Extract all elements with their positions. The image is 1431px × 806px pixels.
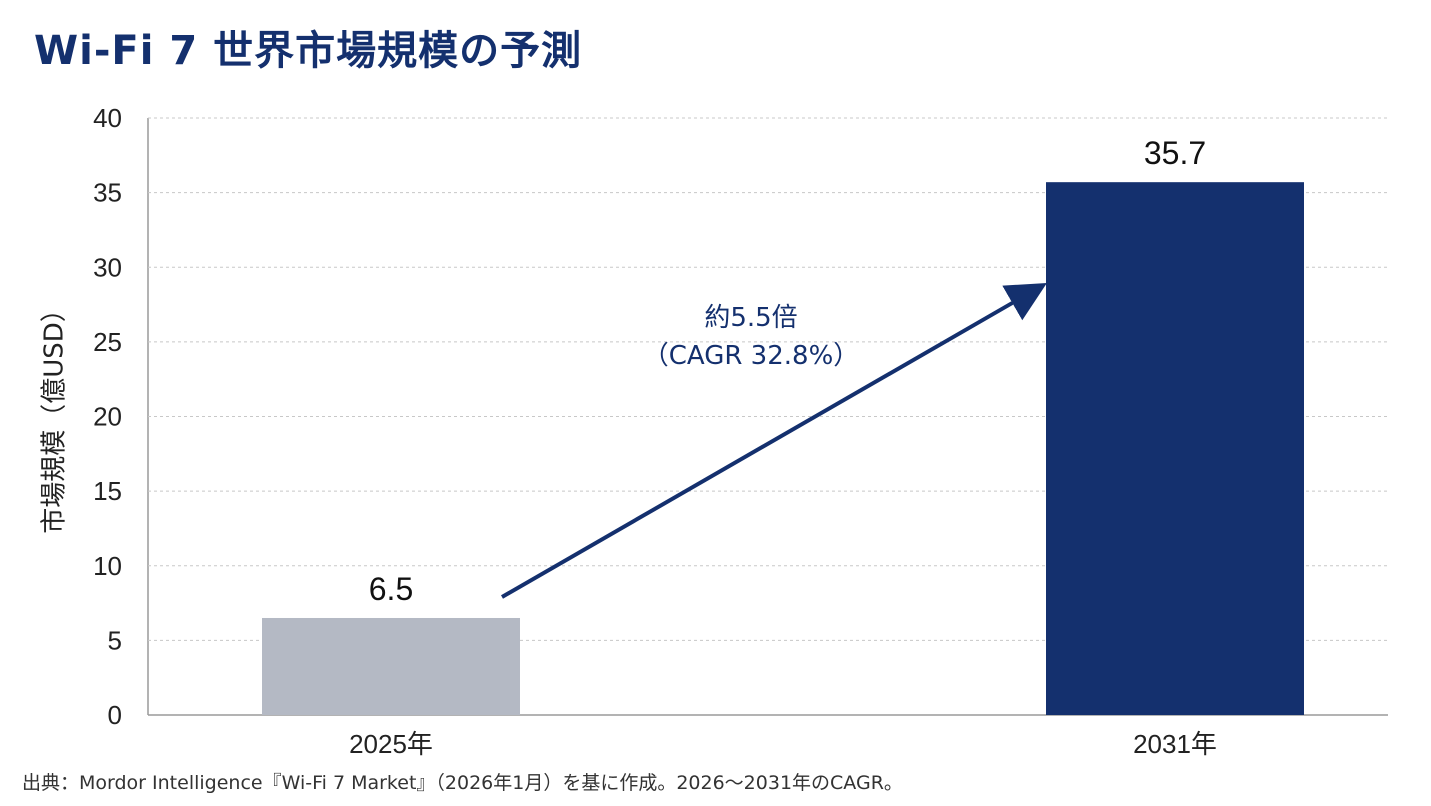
- bar-1: [262, 617, 520, 715]
- growth-multiple-label: 約5.5倍: [704, 303, 797, 333]
- bar-2: [1046, 182, 1304, 716]
- data-label: 35.7: [1144, 135, 1206, 171]
- data-label: 6.5: [369, 571, 413, 607]
- y-tick-label: 10: [93, 551, 122, 581]
- chart-title: Wi-Fi 7 世界市場規模の予測: [34, 28, 583, 74]
- growth-arrow: [501, 283, 1047, 599]
- source-note: 出典：Mordor Intelligence『Wi-Fi 7 Market』（2…: [22, 772, 903, 794]
- cagr-label: （CAGR 32.8%）: [643, 341, 860, 371]
- y-tick-label: 40: [93, 103, 122, 133]
- y-tick-label: 20: [93, 402, 122, 432]
- y-tick-label: 35: [93, 178, 122, 208]
- y-tick-label: 0: [108, 700, 122, 730]
- y-tick-label: 15: [93, 476, 122, 506]
- y-tick-label: 25: [93, 327, 122, 357]
- growth-annotation: 約5.5倍 （CAGR 32.8%）: [501, 283, 1047, 599]
- x-category-label: 2031年: [1133, 729, 1217, 759]
- y-tick-label: 30: [93, 252, 122, 282]
- x-category-label: 2025年: [349, 729, 433, 759]
- y-tick-label: 5: [108, 625, 122, 655]
